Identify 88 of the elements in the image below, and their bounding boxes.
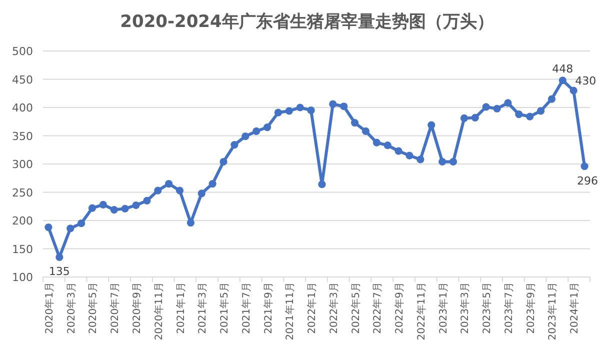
point bbox=[362, 127, 370, 136]
x-tick-label: 2020年7月 bbox=[109, 282, 122, 334]
point bbox=[493, 104, 501, 112]
point bbox=[274, 108, 282, 116]
point bbox=[350, 118, 359, 127]
point bbox=[242, 132, 250, 140]
x-tick-label: 2022年5月 bbox=[350, 282, 362, 334]
chart-title: 2020-2024年广东省生猪屠宰量走势图（万头） bbox=[120, 12, 494, 32]
point bbox=[66, 224, 74, 232]
point bbox=[176, 186, 184, 194]
point bbox=[416, 156, 424, 164]
point bbox=[132, 201, 140, 210]
x-tick-label: 2022年1月 bbox=[306, 282, 318, 334]
point bbox=[198, 190, 206, 198]
x-tick-label: 2023年7月 bbox=[502, 282, 515, 334]
point bbox=[285, 107, 293, 115]
point bbox=[372, 138, 380, 146]
x-tick-label: 2020年1月 bbox=[43, 282, 56, 334]
point bbox=[570, 86, 578, 94]
point bbox=[329, 100, 337, 108]
x-tick-label: 2021年1月 bbox=[174, 282, 187, 334]
x-tick-label: 2021年9月 bbox=[262, 282, 274, 334]
point bbox=[88, 204, 96, 212]
point bbox=[263, 123, 272, 132]
data-label: 135 bbox=[48, 265, 70, 278]
y-tick-label: 500 bbox=[12, 45, 33, 58]
x-tick-label: 2023年5月 bbox=[481, 282, 494, 334]
y-tick-label: 250 bbox=[12, 186, 33, 200]
point bbox=[252, 127, 260, 136]
y-tick-label: 150 bbox=[12, 242, 33, 256]
x-tick-label: 2023年9月 bbox=[524, 282, 537, 334]
point bbox=[77, 220, 86, 228]
point bbox=[230, 140, 238, 149]
x-tick-label: 2022年11月 bbox=[415, 282, 428, 340]
x-tick-label: 2022年3月 bbox=[328, 282, 340, 334]
point bbox=[165, 180, 173, 188]
y-tick-label: 300 bbox=[12, 158, 33, 171]
point bbox=[394, 147, 402, 155]
x-tick-label: 2021年7月 bbox=[240, 282, 252, 334]
y-tick-label: 100 bbox=[12, 271, 33, 284]
data-label: 296 bbox=[577, 174, 598, 188]
point bbox=[220, 158, 228, 166]
point bbox=[548, 95, 556, 103]
x-tick-label: 2021年3月 bbox=[196, 282, 209, 334]
x-tick-label: 2021年5月 bbox=[218, 282, 231, 334]
x-tick-label: 2020年9月 bbox=[130, 282, 143, 334]
y-tick-label: 200 bbox=[12, 214, 33, 228]
point bbox=[56, 253, 64, 262]
x-tick-label: 2023年1月 bbox=[437, 282, 450, 334]
point bbox=[44, 223, 52, 232]
point bbox=[438, 158, 446, 166]
point bbox=[340, 102, 348, 110]
point bbox=[99, 200, 107, 208]
point bbox=[515, 110, 523, 118]
point bbox=[406, 152, 414, 160]
point bbox=[208, 180, 216, 188]
x-tick-label: 2021年11月 bbox=[284, 282, 296, 340]
data-label: 448 bbox=[552, 62, 574, 76]
point bbox=[482, 103, 490, 111]
point bbox=[558, 76, 566, 84]
point bbox=[580, 162, 588, 170]
point bbox=[428, 121, 436, 129]
y-tick-label: 400 bbox=[12, 102, 33, 114]
point bbox=[504, 99, 512, 107]
point bbox=[110, 206, 118, 214]
x-tick-label: 2020年11月 bbox=[152, 282, 165, 340]
point bbox=[526, 112, 534, 120]
point bbox=[471, 114, 479, 122]
x-tick-label: 2022年7月 bbox=[372, 282, 384, 334]
x-tick-label: 2024年1月 bbox=[568, 282, 581, 334]
y-tick-label: 450 bbox=[12, 73, 33, 86]
point bbox=[460, 114, 468, 122]
point bbox=[143, 196, 151, 205]
point bbox=[307, 106, 315, 114]
point bbox=[296, 104, 304, 112]
point bbox=[449, 158, 458, 166]
x-tick-label: 2022年9月 bbox=[394, 282, 406, 334]
y-tick-label: 350 bbox=[12, 130, 33, 143]
data-label: 430 bbox=[575, 74, 596, 88]
point bbox=[121, 204, 129, 212]
x-tick-label: 2020年3月 bbox=[65, 282, 78, 334]
x-tick-label: 2020年5月 bbox=[87, 282, 100, 334]
point bbox=[318, 180, 326, 188]
x-tick-label: 2023年3月 bbox=[459, 282, 472, 334]
point bbox=[384, 142, 392, 150]
x-tick-label: 2023年11月 bbox=[546, 282, 559, 340]
point bbox=[154, 186, 162, 194]
point bbox=[536, 107, 545, 115]
